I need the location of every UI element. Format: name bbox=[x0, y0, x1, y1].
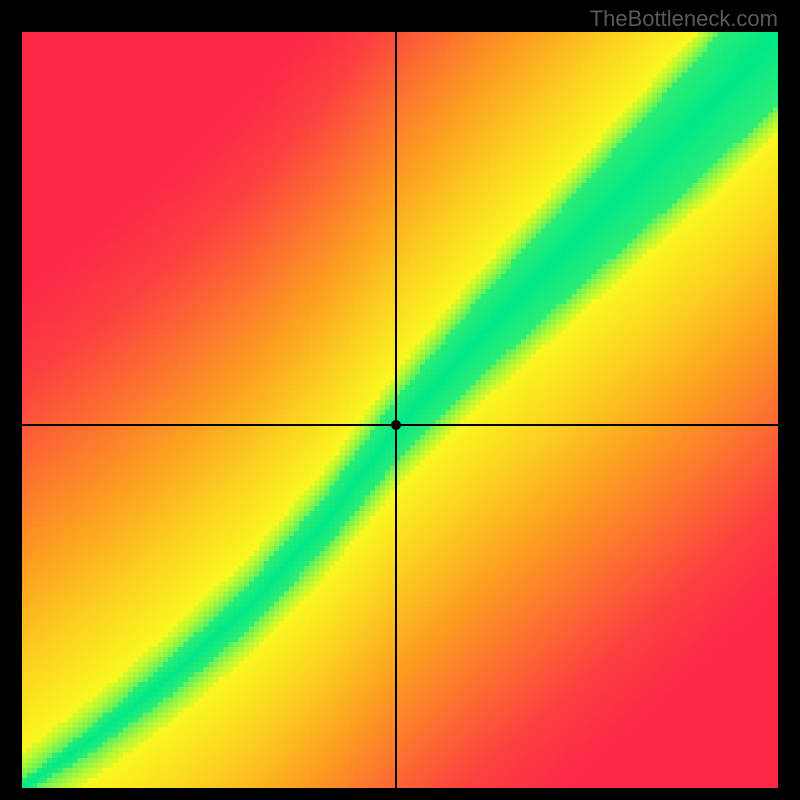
heatmap-canvas bbox=[22, 32, 778, 788]
crosshair-marker bbox=[391, 420, 401, 430]
watermark-text: TheBottleneck.com bbox=[590, 6, 778, 32]
plot-area bbox=[22, 32, 778, 788]
chart-container: TheBottleneck.com bbox=[0, 0, 800, 800]
